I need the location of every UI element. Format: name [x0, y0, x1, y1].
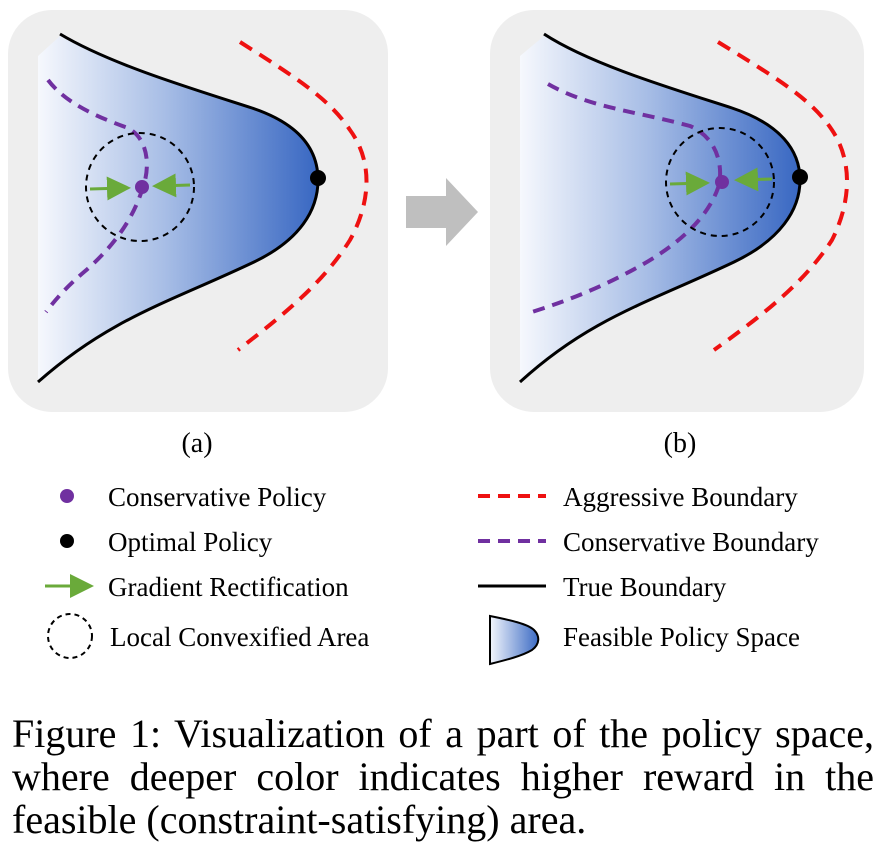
panel-b	[490, 10, 864, 412]
gradient-arrow-left	[89, 176, 131, 201]
legend-label: Local Convexified Area	[110, 622, 369, 652]
legend-label: Feasible Policy Space	[563, 622, 800, 652]
figure-diagram: (a) (b) Conservative Policy Optimal Poli…	[8, 10, 864, 666]
legend-label: Conservative Boundary	[563, 527, 819, 557]
local-convexified-area-circle	[85, 132, 195, 242]
panel-b-label: (b)	[664, 428, 697, 459]
conservative-boundary-line	[531, 82, 723, 314]
optimal-policy-dot-icon	[60, 534, 74, 548]
gradient-arrow-right	[734, 167, 773, 192]
legend: Conservative Policy Optimal Policy Gradi…	[45, 482, 819, 666]
legend-label: Aggressive Boundary	[563, 482, 798, 512]
legend-label: True Boundary	[563, 572, 727, 602]
conservative-policy-dot-icon	[60, 489, 74, 503]
panel-a	[8, 10, 388, 412]
legend-label: Gradient Rectification	[108, 572, 349, 602]
figure-caption: Figure 1: Visualization of a part of the…	[12, 711, 874, 842]
transition-arrow-icon	[406, 178, 478, 246]
optimal-policy-dot	[310, 170, 326, 186]
legend-label: Conservative Policy	[108, 482, 327, 512]
aggressive-boundary-line	[712, 40, 849, 352]
conservative-policy-dot	[135, 180, 149, 194]
optimal-policy-dot	[792, 169, 808, 185]
aggressive-boundary-line	[236, 40, 369, 352]
local-convexified-area-circle	[665, 127, 775, 237]
dashed-circle-icon	[47, 613, 93, 659]
gradient-arrow-left	[669, 171, 710, 196]
feasible-space-region	[520, 36, 800, 382]
legend-label: Optimal Policy	[108, 527, 273, 557]
feasible-space-swatch-icon	[489, 614, 540, 666]
panel-a-label: (a)	[181, 428, 212, 459]
conservative-policy-dot	[715, 175, 729, 189]
feasible-space-region	[38, 36, 318, 382]
gradient-arrow-right	[152, 173, 191, 198]
